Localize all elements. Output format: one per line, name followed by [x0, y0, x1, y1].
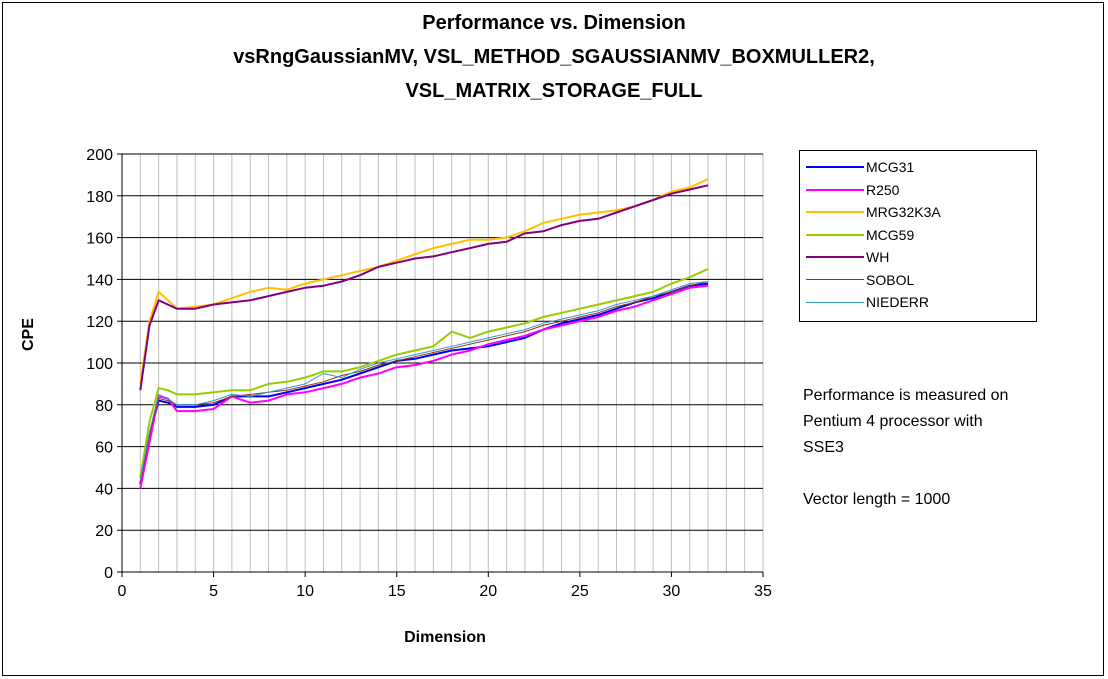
chart-title-line-2: vsRngGaussianMV, VSL_METHOD_SGAUSSIANMV_…	[233, 46, 875, 68]
y-tick-label: 0	[104, 565, 113, 582]
series-line-mrg32k3a	[139, 178, 709, 385]
series-line-wh	[139, 184, 709, 391]
series-lines	[139, 178, 709, 489]
y-tick-label: 160	[86, 231, 113, 248]
series-line-mcg59	[139, 267, 709, 479]
y-tick-label: 80	[95, 398, 113, 415]
y-tick-label: 200	[86, 147, 113, 164]
grid-lines	[122, 153, 764, 572]
chart-title-line-3: VSL_MATRIX_STORAGE_FULL	[405, 80, 703, 102]
y-tick-label: 180	[86, 189, 113, 206]
x-tick-label: 30	[663, 583, 681, 600]
y-tick-label: 140	[86, 272, 113, 289]
x-tick-label: 15	[388, 583, 406, 600]
annotation-line: Vector length = 1000	[803, 491, 951, 508]
legend-label: MRG32K3A	[866, 204, 941, 220]
legend-item: MCG59	[806, 225, 914, 245]
series-line-sobol	[139, 281, 709, 483]
annotation-note: Performance is measured on Pentium 4 pro…	[803, 383, 1093, 513]
legend-label: MCG31	[866, 159, 915, 175]
annotation-line: Performance is measured on	[803, 387, 1009, 404]
annotation-line: SSE3	[803, 439, 844, 456]
legend-label: MCG59	[866, 226, 915, 243]
y-tick-label: 120	[86, 314, 113, 331]
x-tick-label: 35	[754, 583, 772, 600]
legend: MCG31 R250 MRG32K3A MCG59 WH SOBOL NIEDERR	[799, 150, 1037, 322]
legend-item: MRG32K3A	[806, 202, 941, 222]
annotation-line: Pentium 4 processor with	[803, 413, 983, 430]
y-tick-label: 60	[95, 440, 113, 457]
legend-swatch	[806, 279, 864, 280]
series-line-mcg31	[139, 282, 709, 485]
legend-swatch	[806, 233, 864, 236]
legend-item: R250	[806, 180, 899, 200]
tick-labels: 0 20 40 60 80 100 120 140 160 180 200 0 5 10 15 20 25 30 3…	[86, 147, 772, 600]
legend-item: NIEDERR	[806, 292, 929, 312]
x-tick-label: 20	[479, 583, 497, 600]
legend-item: SOBOL	[806, 270, 914, 290]
legend-swatch	[806, 166, 864, 168]
x-axis-title: Dimension	[404, 629, 486, 646]
y-tick-label: 40	[95, 481, 113, 498]
x-tick-label: 0	[118, 583, 127, 600]
legend-label: WH	[866, 249, 890, 265]
legend-swatch	[806, 256, 864, 258]
x-tick-label: 10	[296, 583, 314, 600]
legend-item: MCG31	[806, 157, 914, 177]
chart-title-line-1: Performance vs. Dimension	[422, 12, 686, 34]
y-tick-label: 100	[86, 356, 113, 373]
axes	[117, 153, 764, 577]
legend-swatch	[806, 301, 864, 303]
legend-swatch	[806, 188, 864, 191]
x-tick-label: 5	[209, 583, 218, 600]
x-tick-label: 25	[571, 583, 589, 600]
y-tick-label: 20	[95, 523, 113, 540]
legend-swatch	[806, 211, 864, 213]
series-line-niederr	[139, 281, 709, 481]
series-line-r250	[139, 284, 709, 489]
legend-label: NIEDERR	[866, 294, 930, 310]
legend-label: SOBOL	[866, 271, 915, 288]
y-axis-title: CPE	[20, 318, 37, 351]
legend-label: R250	[866, 181, 900, 198]
legend-item: WH	[806, 247, 889, 267]
